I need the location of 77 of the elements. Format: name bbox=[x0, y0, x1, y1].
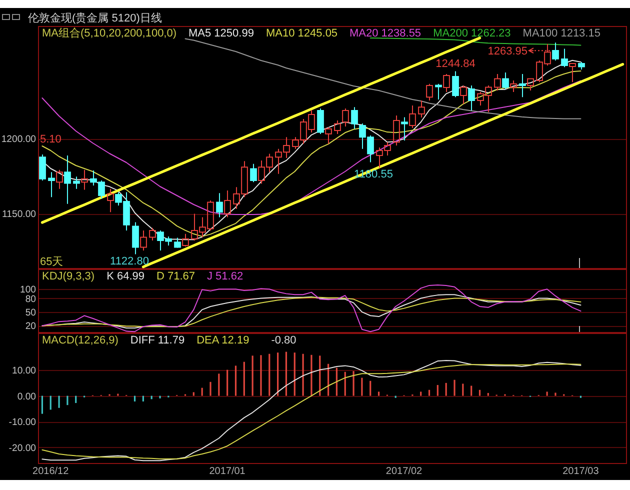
candlestick bbox=[351, 106, 358, 130]
y-tick-label: -10.00 bbox=[8, 417, 36, 428]
annotation: -0.80 bbox=[271, 334, 296, 346]
line-series bbox=[370, 38, 582, 46]
candlestick bbox=[443, 74, 450, 92]
candlestick bbox=[73, 176, 80, 190]
candlestick bbox=[342, 108, 349, 127]
candlestick bbox=[132, 222, 139, 255]
candlestick bbox=[334, 120, 341, 134]
text: K 64.99 bbox=[106, 270, 145, 282]
candlestick bbox=[325, 126, 332, 144]
candlestick bbox=[502, 72, 509, 90]
candlestick bbox=[56, 169, 63, 190]
candlestick bbox=[107, 188, 114, 213]
candlestick bbox=[401, 116, 408, 141]
candlestick bbox=[510, 80, 517, 92]
series-label: J 51.62 bbox=[207, 270, 244, 282]
x-tick-label: 2016/12 bbox=[32, 466, 70, 477]
candlestick bbox=[393, 115, 400, 146]
text: DEA 12.19 bbox=[196, 334, 250, 346]
line-series bbox=[184, 38, 582, 120]
annotation: 65天 bbox=[40, 256, 64, 268]
candlestick bbox=[527, 78, 534, 91]
series-label: MA200 1262.23 bbox=[433, 28, 511, 40]
candlestick bbox=[519, 74, 526, 98]
candlestick bbox=[48, 172, 55, 198]
legend-title: MA组合(5,10,20,200,100,0) bbox=[42, 26, 177, 40]
candlestick bbox=[578, 62, 585, 70]
y-tick-label: 20 bbox=[25, 321, 36, 332]
text: D 71.67 bbox=[156, 270, 196, 282]
candlestick bbox=[250, 163, 257, 183]
x-tick-label: 2017/02 bbox=[386, 466, 423, 477]
text: MA5 1250.99 bbox=[188, 28, 254, 40]
line-series bbox=[42, 284, 582, 332]
candlestick bbox=[552, 42, 559, 61]
candlestick bbox=[140, 230, 147, 252]
chart-title: 伦敦金现(贵金属 5120)日线 bbox=[28, 12, 162, 24]
candlestick bbox=[224, 190, 231, 218]
text: MA100 1213.15 bbox=[522, 28, 600, 40]
candlestick bbox=[149, 227, 156, 241]
x-tick-label: 2017/01 bbox=[209, 466, 246, 477]
candlestick bbox=[174, 237, 181, 248]
y-tick-label: 0.00 bbox=[17, 391, 36, 402]
y-tick-label: 10.00 bbox=[12, 366, 36, 377]
legend-title: KDJ(9,3,3) bbox=[42, 270, 95, 282]
candlestick bbox=[494, 74, 501, 91]
candlestick bbox=[39, 154, 46, 181]
legend-title: MACD(12,26,9) bbox=[42, 334, 118, 346]
candlestick bbox=[418, 100, 425, 118]
text: 1244.84 bbox=[436, 58, 476, 70]
candlestick bbox=[81, 169, 88, 190]
text: DIFF 11.79 bbox=[130, 334, 185, 346]
candlestick bbox=[182, 233, 189, 247]
candlestick bbox=[569, 63, 576, 83]
y-tick-label: -20.00 bbox=[8, 442, 36, 454]
candlestick bbox=[452, 70, 459, 98]
candlestick bbox=[64, 154, 71, 204]
candlestick bbox=[409, 105, 416, 128]
line-series bbox=[42, 80, 582, 216]
candlestick bbox=[216, 192, 223, 218]
candlestick bbox=[435, 83, 442, 100]
candlestick bbox=[561, 48, 568, 68]
candlestick bbox=[317, 108, 324, 134]
y-tick-label: 1150.00 bbox=[2, 209, 36, 220]
text: 1263.95 bbox=[488, 46, 528, 58]
y-tick-label: 100 bbox=[20, 284, 36, 296]
candlestick bbox=[468, 85, 475, 111]
text: MA20 1238.55 bbox=[350, 28, 422, 40]
y-tick-label: 1200.00 bbox=[1, 134, 36, 145]
y-tick-label: 80 bbox=[25, 294, 36, 305]
candlestick bbox=[460, 85, 467, 104]
x-tick-label: 2017/03 bbox=[562, 466, 600, 477]
text: 1122.80 bbox=[110, 255, 149, 268]
candlestick bbox=[426, 83, 433, 102]
text: MA10 1245.05 bbox=[266, 28, 338, 40]
annotation: 5.10 bbox=[40, 134, 62, 146]
y-tick-label: 50 bbox=[25, 308, 36, 318]
